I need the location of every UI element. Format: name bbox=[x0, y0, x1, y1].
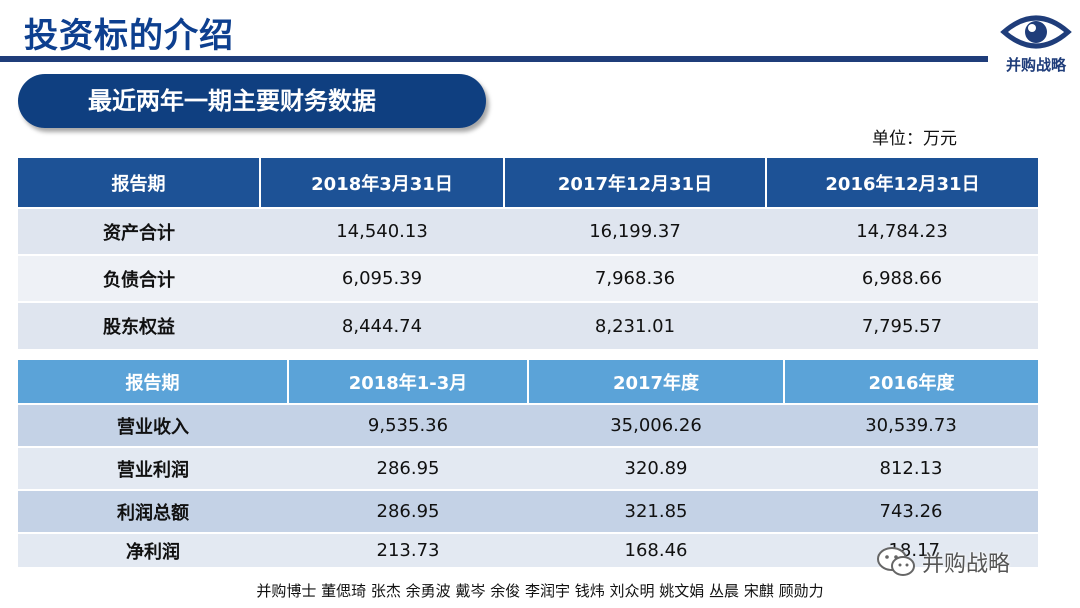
table-cell: 30,539.73 bbox=[784, 403, 1038, 447]
footer-credits: 并购博士 董偲琦 张杰 余勇波 戴岑 余俊 李润宇 钱炜 刘众明 姚文娟 丛晨 … bbox=[256, 582, 824, 600]
table-cell: 8,444.74 bbox=[260, 301, 504, 349]
logo: 并购战略 bbox=[996, 8, 1076, 78]
header-cell: 2016年度 bbox=[784, 360, 1038, 404]
row-label: 股东权益 bbox=[18, 301, 260, 349]
wechat-icon bbox=[877, 547, 915, 576]
table-header-row: 报告期 2018年1-3月 2017年度 2016年度 bbox=[18, 360, 1038, 404]
table-cell: 321.85 bbox=[528, 489, 784, 533]
table-row: 营业收入 9,535.36 35,006.26 30,539.73 bbox=[18, 403, 1038, 447]
table-cell: 7,795.57 bbox=[766, 301, 1038, 349]
income-statement-table: 报告期 2018年1-3月 2017年度 2016年度 营业收入 9,535.3… bbox=[18, 360, 1038, 567]
table-cell: 6,095.39 bbox=[260, 254, 504, 302]
table-row: 营业利润 286.95 320.89 812.13 bbox=[18, 446, 1038, 490]
table-cell: 286.95 bbox=[288, 446, 528, 490]
table-cell: 9,535.36 bbox=[288, 403, 528, 447]
header-cell: 2016年12月31日 bbox=[766, 158, 1038, 208]
section-title: 最近两年一期主要财务数据 bbox=[18, 74, 486, 128]
header-cell: 报告期 bbox=[18, 158, 261, 208]
table-cell: -18.17 bbox=[784, 532, 1038, 567]
title-underline bbox=[0, 56, 988, 62]
table-cell: 8,231.01 bbox=[504, 301, 766, 349]
header-cell: 2017年12月31日 bbox=[504, 158, 767, 208]
unit-label: 单位：万元 bbox=[872, 129, 957, 149]
row-label: 净利润 bbox=[18, 532, 288, 567]
header-cell: 2018年3月31日 bbox=[260, 158, 505, 208]
table-header-row: 报告期 2018年3月31日 2017年12月31日 2016年12月31日 bbox=[18, 158, 1038, 208]
table-cell: 213.73 bbox=[288, 532, 528, 567]
table-row: 利润总额 286.95 321.85 743.26 bbox=[18, 489, 1038, 533]
table-cell: 6,988.66 bbox=[766, 254, 1038, 302]
balance-sheet-table: 报告期 2018年3月31日 2017年12月31日 2016年12月31日 资… bbox=[18, 158, 1038, 349]
table-cell: 168.46 bbox=[528, 532, 784, 567]
header-cell: 报告期 bbox=[18, 360, 289, 404]
page-title: 投资标的介绍 bbox=[24, 16, 234, 56]
table-cell: 14,540.13 bbox=[260, 207, 504, 255]
table-cell: 14,784.23 bbox=[766, 207, 1038, 255]
watermark-text: 并购战略 bbox=[922, 552, 1011, 577]
table-cell: 7,968.36 bbox=[504, 254, 766, 302]
table-cell: 286.95 bbox=[288, 489, 528, 533]
logo-text: 并购战略 bbox=[1005, 56, 1066, 74]
table-cell: 743.26 bbox=[784, 489, 1038, 533]
table-cell: 35,006.26 bbox=[528, 403, 784, 447]
row-label: 营业利润 bbox=[18, 446, 288, 490]
table-row: 净利润 213.73 168.46 -18.17 bbox=[18, 532, 1038, 567]
row-label: 利润总额 bbox=[18, 489, 288, 533]
header-cell: 2018年1-3月 bbox=[288, 360, 529, 404]
table-cell: 16,199.37 bbox=[504, 207, 766, 255]
table-cell: 812.13 bbox=[784, 446, 1038, 490]
watermark: 并购战略 bbox=[876, 540, 1066, 584]
row-label: 营业收入 bbox=[18, 403, 288, 447]
table-row: 股东权益 8,444.74 8,231.01 7,795.57 bbox=[18, 301, 1038, 349]
header-cell: 2017年度 bbox=[528, 360, 785, 404]
eye-icon bbox=[1000, 15, 1072, 49]
row-label: 负债合计 bbox=[18, 254, 260, 302]
table-row: 资产合计 14,540.13 16,199.37 14,784.23 bbox=[18, 207, 1038, 255]
table-row: 负债合计 6,095.39 7,968.36 6,988.66 bbox=[18, 254, 1038, 302]
table-cell: 320.89 bbox=[528, 446, 784, 490]
row-label: 资产合计 bbox=[18, 207, 260, 255]
